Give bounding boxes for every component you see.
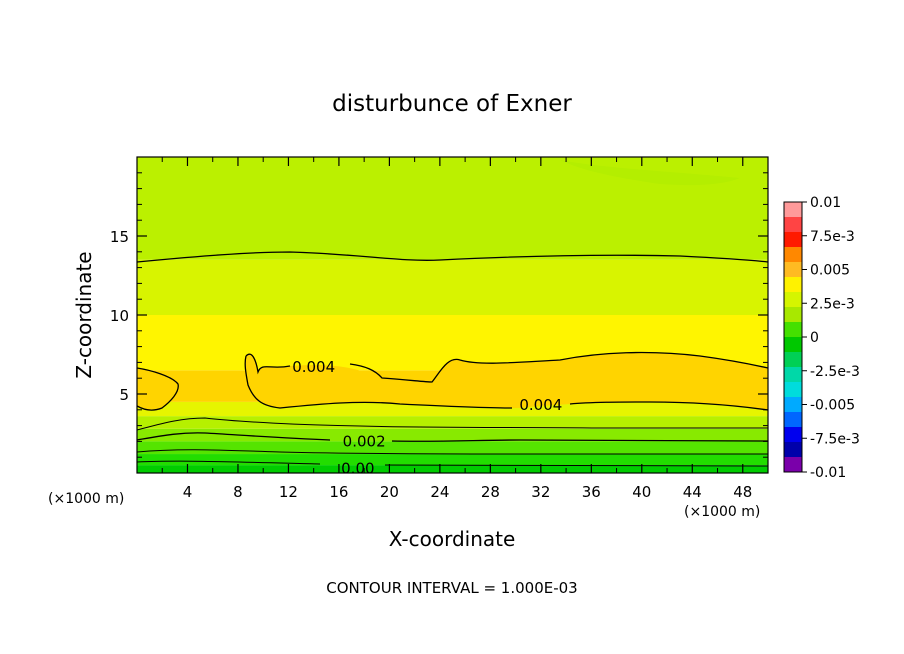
contour-label-2: 0.002 — [343, 432, 386, 450]
x-tick-label-4: 20 — [380, 483, 399, 501]
colorbar-swatch-17 — [784, 457, 802, 473]
y-tick-label-1: 10 — [110, 307, 129, 325]
colorbar-swatch-9 — [784, 337, 802, 353]
upper-light-region — [560, 160, 740, 186]
colorbar-swatch-8 — [784, 322, 802, 338]
colorbar — [783, 201, 803, 473]
contour-line-top — [137, 251, 768, 263]
x-axis-label: X-coordinate — [389, 527, 516, 551]
orange-region-left — [137, 368, 179, 411]
colorbar-swatch-2 — [784, 232, 802, 248]
colorbar-label-3: 2.5e-3 — [810, 296, 855, 312]
contour-0004-left — [137, 367, 179, 411]
colorbar-label-6: -0.005 — [810, 398, 855, 414]
x-tick-label-0: 4 — [183, 483, 193, 501]
contour-line-low — [137, 417, 768, 431]
contour-interval-note: CONTOUR INTERVAL = 1.000E-03 — [326, 579, 577, 597]
colorbar-swatch-5 — [784, 277, 802, 293]
contour-line-lower — [137, 449, 768, 455]
x-tick-label-10: 44 — [683, 483, 702, 501]
colorbar-label-7: -7.5e-3 — [810, 431, 860, 447]
colorbar-swatch-1 — [784, 217, 802, 233]
colorbar-swatch-12 — [784, 382, 802, 398]
orange-region-main — [245, 352, 768, 410]
colorbar-swatch-16 — [784, 442, 802, 458]
x-tick-label-2: 12 — [279, 483, 298, 501]
x-unit-left: (×1000 m) — [48, 491, 124, 507]
colorbar-swatch-3 — [784, 247, 802, 263]
colorbar-label-0: 0.01 — [810, 195, 841, 211]
contour-0004-main — [244, 351, 768, 411]
field-band-1 — [137, 454, 768, 466]
colorbar-swatch-15 — [784, 427, 802, 443]
y-axis-label: Z-coordinate — [72, 251, 96, 378]
x-unit-right: (×1000 m) — [684, 504, 760, 520]
x-tick-label-9: 40 — [632, 483, 651, 501]
colorbar-swatch-13 — [784, 397, 802, 413]
contour-0002 — [137, 432, 768, 442]
colorbar-swatch-4 — [784, 262, 802, 278]
x-tick-label-8: 36 — [582, 483, 601, 501]
x-tick-label-7: 32 — [531, 483, 550, 501]
colorbar-label-2: 0.005 — [810, 263, 850, 279]
colorbar-swatch-11 — [784, 367, 802, 383]
x-tick-label-3: 16 — [329, 483, 348, 501]
y-tick-label-0: 5 — [119, 386, 129, 404]
colorbar-label-1: 7.5e-3 — [810, 229, 855, 245]
colorbar-label-4: 0 — [810, 330, 819, 346]
x-tick-label-11: 48 — [733, 483, 752, 501]
contour-label-0: 0.004 — [292, 358, 335, 376]
field-band-8 — [137, 259, 768, 315]
x-tick-label-5: 24 — [430, 483, 449, 501]
contour-label-1: 0.004 — [519, 396, 562, 414]
colorbar-label-8: -0.01 — [810, 465, 846, 481]
x-tick-label-6: 28 — [481, 483, 500, 501]
colorbar-swatch-10 — [784, 352, 802, 368]
x-tick-label-1: 8 — [233, 483, 243, 501]
contour-line-lowest — [137, 460, 768, 467]
field-band-4 — [137, 416, 768, 429]
field-band-0 — [137, 465, 768, 473]
colorbar-label-5: -2.5e-3 — [810, 364, 860, 380]
contour-label-3: 0.00 — [341, 459, 374, 477]
colorbar-swatch-0 — [784, 202, 802, 218]
y-tick-label-2: 15 — [110, 228, 129, 246]
colorbar-swatch-7 — [784, 307, 802, 323]
chart-title: disturbunce of Exner — [332, 91, 572, 117]
colorbar-swatch-6 — [784, 292, 802, 308]
colorbar-swatch-14 — [784, 412, 802, 428]
plot-field — [137, 157, 768, 473]
field-band-2 — [137, 441, 768, 455]
